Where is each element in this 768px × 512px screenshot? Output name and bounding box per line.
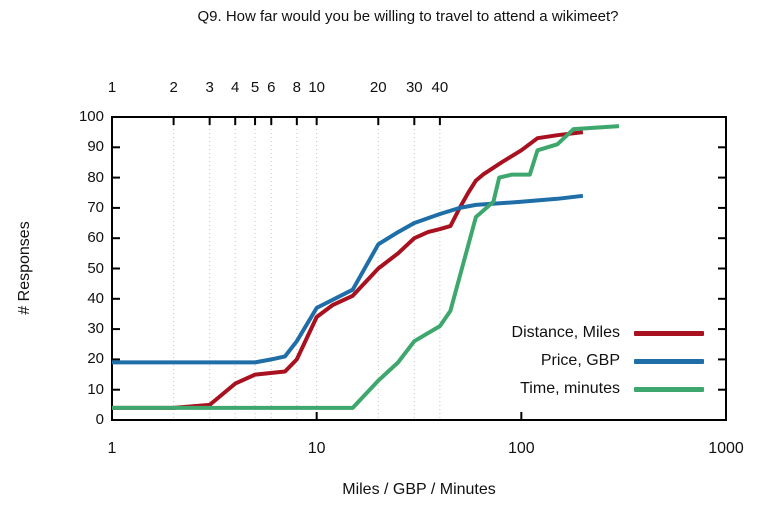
legend-swatch-time — [634, 386, 704, 392]
y-axis-tick-label-60: 60 — [87, 229, 104, 247]
top-axis-tick-label-5: 5 — [250, 79, 260, 96]
y-axis-tick-label-20: 20 — [87, 350, 104, 368]
series-line-price-gbp — [112, 193, 584, 365]
top-axis-tick-label-1: 1 — [107, 79, 117, 96]
top-axis-tick-label-20: 20 — [369, 79, 387, 96]
y-axis-tick-label-30: 30 — [87, 320, 104, 338]
top-axis-tick-label-30: 30 — [405, 79, 423, 96]
series-line-time-minutes — [112, 124, 620, 410]
bottom-axis-tick-label-1000: 1000 — [708, 440, 744, 457]
bottom-axis-tick-label-1: 1 — [107, 440, 117, 457]
top-axis-tick-label-6: 6 — [267, 79, 276, 96]
x-axis-title: Miles / GBP / Minutes — [342, 481, 496, 498]
y-axis-tick-label-40: 40 — [87, 289, 104, 307]
bottom-axis-tick-label-100: 100 — [507, 440, 535, 457]
bottom-axis-tick-labels: 1 10 100 1000 — [0, 440, 768, 460]
y-axis-tick-label-100: 100 — [78, 108, 104, 125]
y-axis-tick-labels: 0 10 20 30 40 50 60 70 80 90 100 — [4, 0, 104, 512]
top-axis-tick-label-40: 40 — [431, 79, 449, 96]
legend-swatch-distance — [634, 330, 704, 336]
y-axis-tick-label-10: 10 — [87, 380, 104, 398]
legend-item-time: Time, minutes — [300, 375, 704, 403]
legend-label-time: Time, minutes — [520, 380, 620, 397]
y-axis-tick-label-0: 0 — [95, 411, 104, 428]
legend-swatch-price — [634, 358, 704, 364]
legend-label-distance: Distance, Miles — [511, 324, 620, 341]
legend-item-price: Price, GBP — [300, 347, 704, 375]
legend: Distance, Miles Price, GBP Time, minutes — [300, 319, 704, 403]
top-axis-tick-label-3: 3 — [205, 79, 214, 96]
top-axis-tick-labels: 1 2 3 4 5 6 8 10 20 30 40 — [0, 79, 768, 97]
y-axis-tick-label-70: 70 — [87, 198, 104, 216]
legend-item-distance: Distance, Miles — [300, 319, 704, 347]
y-axis-tick-label-90: 90 — [87, 138, 104, 156]
series-line-distance-miles — [112, 130, 584, 410]
top-axis-tick-label-2: 2 — [169, 79, 178, 96]
y-axis-tick-label-80: 80 — [87, 168, 104, 186]
top-axis-tick-label-10: 10 — [308, 79, 325, 96]
top-axis-tick-label-8: 8 — [292, 79, 301, 96]
legend-label-price: Price, GBP — [540, 352, 620, 369]
y-axis-title-text: # Responses — [16, 221, 33, 315]
top-axis-tick-label-4: 4 — [231, 79, 240, 96]
y-axis-tick-label-50: 50 — [87, 259, 104, 277]
bottom-axis-tick-label-10: 10 — [307, 440, 326, 457]
chart-title: Q9. How far would you be willing to trav… — [197, 8, 619, 25]
